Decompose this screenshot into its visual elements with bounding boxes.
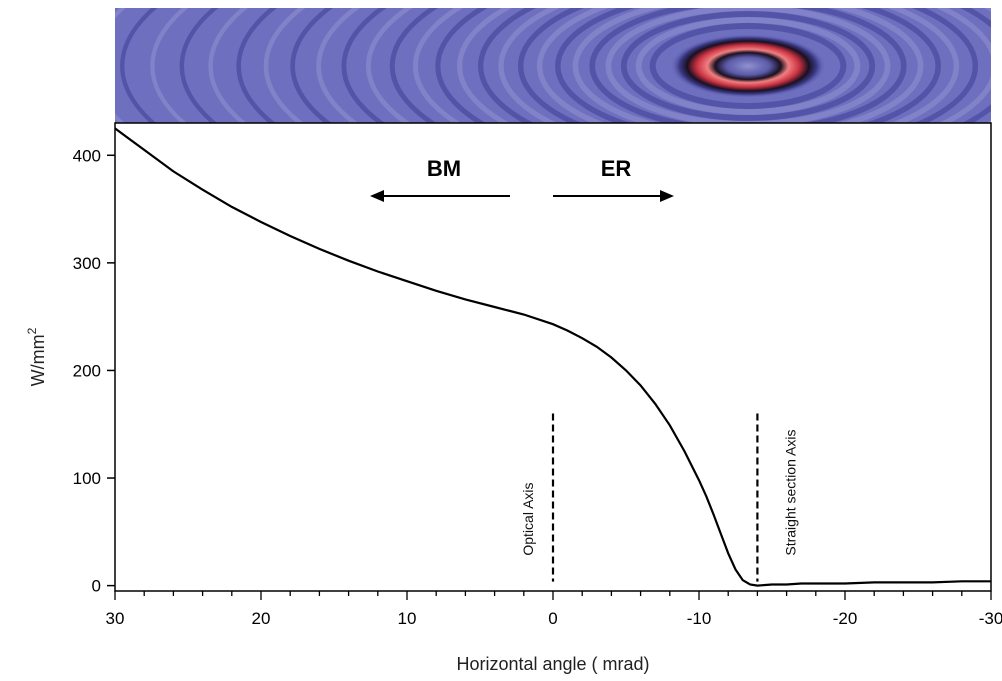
banner-fringe <box>150 8 189 123</box>
y-tick-label: 0 <box>92 577 101 596</box>
banner-fringe <box>457 8 991 123</box>
optical-axis-label: Optical Axis <box>520 482 536 555</box>
banner-fringe <box>316 8 361 123</box>
interference-banner <box>115 8 991 123</box>
banner-fringe <box>620 11 876 121</box>
arrow-bm <box>370 190 510 202</box>
banner-fringe <box>555 8 941 123</box>
banner-fringe <box>605 8 891 123</box>
y-axis-title: W/mm2 <box>25 327 48 386</box>
x-tick-label: -20 <box>833 609 858 628</box>
banner-fringe <box>290 8 333 123</box>
banner-fringe <box>341 8 387 123</box>
y-tick-label: 100 <box>73 469 101 488</box>
banner-fringe <box>572 8 924 123</box>
y-tick-label: 300 <box>73 254 101 273</box>
banner-fringe <box>498 8 991 123</box>
y-tick-label: 400 <box>73 146 101 165</box>
banner-fringe <box>263 8 306 123</box>
y-axis-title-superscript: 2 <box>25 327 39 334</box>
banner-fringes <box>115 8 991 123</box>
banner-fringe <box>389 8 439 123</box>
region-label-er: ER <box>601 156 632 181</box>
x-axis-title: Horizontal angle ( mrad) <box>456 654 649 674</box>
x-tick-label: -10 <box>687 609 712 628</box>
banner-fringe <box>236 8 278 123</box>
banner-fringe <box>366 8 413 123</box>
x-axis: 30 20 10 0 -10 -20 -30 <box>106 591 1002 628</box>
x-tick-label: 10 <box>398 609 417 628</box>
x-tick-label: -30 <box>979 609 1002 628</box>
banner-fringe <box>635 17 861 115</box>
banner-fringe <box>649 23 847 109</box>
banner-fringe <box>518 8 978 123</box>
banner-fringe <box>412 8 464 123</box>
arrow-er <box>553 190 674 202</box>
banner-hotspot <box>670 34 826 98</box>
x-tick-label: 0 <box>548 609 557 628</box>
y-axis: 0 100 200 300 400 <box>73 146 115 596</box>
straight-section-axis-label: Straight section Axis <box>782 430 798 556</box>
axis-markers: Optical Axis Straight section Axis <box>520 413 798 582</box>
x-tick-label: 30 <box>106 609 125 628</box>
power-density-line <box>114 127 991 587</box>
region-label-bm: BM <box>427 156 461 181</box>
x-tick-label: 20 <box>252 609 271 628</box>
plot-frame <box>114 122 992 592</box>
banner-fringe <box>589 8 907 123</box>
banner-fringe <box>478 8 991 123</box>
banner-fringe <box>208 8 249 123</box>
y-tick-label: 200 <box>73 361 101 380</box>
banner-fringe <box>536 8 960 123</box>
banner-fringe <box>179 8 219 123</box>
y-axis-title-base: W/mm <box>28 334 48 386</box>
banner-fringe <box>435 8 488 123</box>
banner-fringe <box>120 8 158 123</box>
